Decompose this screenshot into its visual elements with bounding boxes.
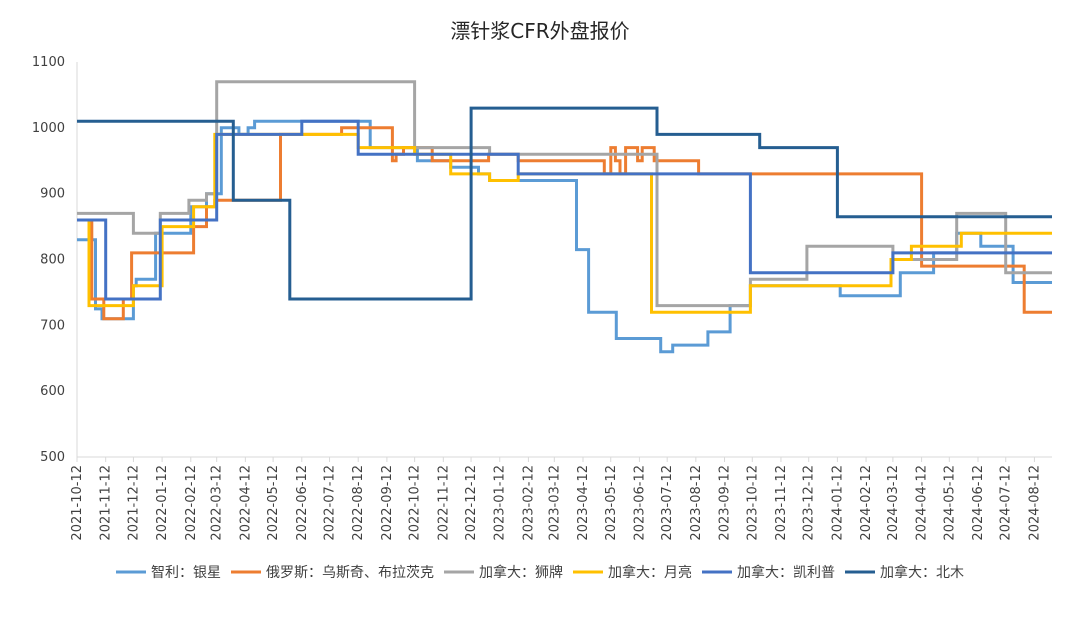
x-tick-label: 2022-06-12 bbox=[295, 465, 310, 541]
x-tick-label: 2022-05-12 bbox=[266, 465, 281, 541]
x-tick-label: 2023-10-12 bbox=[745, 465, 760, 541]
x-tick-label: 2022-04-12 bbox=[238, 465, 253, 541]
x-tick-label: 2024-05-12 bbox=[942, 465, 957, 541]
series-line bbox=[77, 119, 1052, 301]
x-tick-label: 2021-10-12 bbox=[70, 465, 85, 541]
x-tick-label: 2023-08-12 bbox=[689, 465, 704, 541]
y-tick-label: 500 bbox=[40, 450, 65, 465]
x-tick-label: 2024-01-12 bbox=[830, 465, 845, 541]
x-tick-label: 2024-08-12 bbox=[1027, 465, 1042, 541]
x-tick-label: 2024-04-12 bbox=[915, 465, 930, 541]
y-tick-label: 900 bbox=[40, 187, 65, 202]
x-tick-label: 2022-01-12 bbox=[155, 465, 170, 541]
x-tick-label: 2024-02-12 bbox=[859, 465, 874, 541]
y-tick-label: 1100 bbox=[32, 55, 65, 70]
x-tick-label: 2022-02-12 bbox=[184, 465, 199, 541]
x-tick-label: 2023-03-12 bbox=[547, 465, 562, 541]
x-tick-label: 2023-06-12 bbox=[632, 465, 647, 541]
x-tick-label: 2023-04-12 bbox=[576, 465, 591, 541]
x-tick-label: 2023-02-12 bbox=[521, 465, 536, 541]
series-line bbox=[77, 80, 1052, 308]
series-line bbox=[77, 106, 1052, 301]
legend-label: 加拿大：北木 bbox=[880, 564, 964, 581]
legend-label: 智利：银星 bbox=[151, 565, 221, 581]
x-tick-label: 2022-07-12 bbox=[323, 465, 338, 541]
legend-label: 加拿大：凯利普 bbox=[737, 564, 835, 581]
legend-label: 俄罗斯：乌斯奇、布拉茨克 bbox=[266, 564, 434, 581]
y-tick-label: 700 bbox=[40, 318, 65, 333]
legend: 智利：银星 俄罗斯：乌斯奇、布拉茨克 加拿大：狮牌 加拿大：月亮 加拿大：凯利普 加拿大：… bbox=[116, 564, 964, 581]
series-line bbox=[77, 126, 1052, 321]
series-line bbox=[77, 132, 1052, 314]
x-tick-label: 2024-03-12 bbox=[886, 465, 901, 541]
x-tick-label: 2024-06-12 bbox=[971, 465, 986, 541]
x-tick-label: 2023-09-12 bbox=[718, 465, 733, 541]
axes: 500 600 700 800 900 1000 1100 2021-10-12 2021-11… bbox=[32, 55, 1052, 541]
x-tick-label: 2022-12-12 bbox=[464, 465, 479, 541]
x-tick-label: 2023-12-12 bbox=[802, 465, 817, 541]
x-tick-label: 2024-07-12 bbox=[999, 465, 1014, 541]
y-tick-label: 600 bbox=[40, 384, 65, 399]
x-tick-label: 2022-08-12 bbox=[351, 465, 366, 541]
x-tick-label: 2021-11-12 bbox=[99, 465, 114, 541]
chart-title: 漂针浆CFR外盘报价 bbox=[450, 19, 629, 43]
x-tick-label: 2021-12-12 bbox=[126, 465, 141, 541]
series-lines bbox=[77, 80, 1052, 354]
x-tick-label: 2023-05-12 bbox=[604, 465, 619, 541]
x-tick-label: 2022-03-12 bbox=[210, 465, 225, 541]
y-tick-label: 1000 bbox=[32, 121, 65, 136]
x-tick-label: 2023-11-12 bbox=[774, 465, 789, 541]
y-tick-label: 800 bbox=[40, 253, 65, 268]
x-tick-label: 2022-10-12 bbox=[408, 465, 423, 541]
x-tick-label: 2023-01-12 bbox=[493, 465, 508, 541]
x-tick-label: 2023-07-12 bbox=[660, 465, 675, 541]
legend-label: 加拿大：月亮 bbox=[608, 564, 692, 581]
legend-label: 加拿大：狮牌 bbox=[479, 564, 563, 581]
x-tick-label: 2022-11-12 bbox=[436, 465, 451, 541]
x-tick-label: 2022-09-12 bbox=[380, 465, 395, 541]
